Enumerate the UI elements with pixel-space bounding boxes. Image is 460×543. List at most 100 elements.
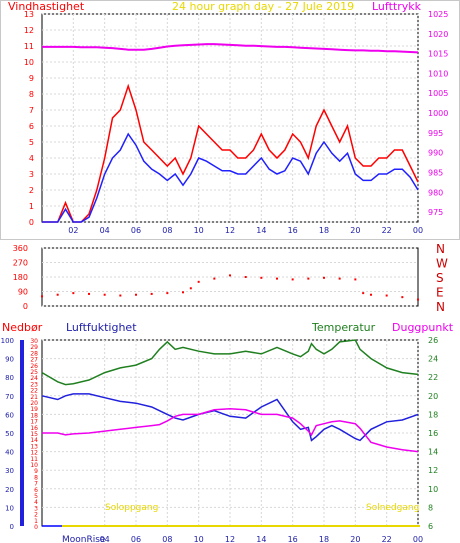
rain-tick-label: 2 — [34, 512, 38, 519]
direction-points — [41, 274, 419, 301]
wind-direction-point — [276, 277, 278, 280]
rain-tick-label: 9 — [34, 468, 38, 475]
bottom-grid — [41, 339, 419, 527]
direction-degree-label: 90 — [18, 288, 28, 297]
rain-tick-label: 8 — [34, 474, 38, 481]
direction-grid — [41, 247, 419, 307]
pressure-tick-label: 980 — [428, 188, 443, 197]
dewpoint-line — [42, 408, 419, 453]
wind-x-tick-label: 18 — [319, 226, 329, 235]
direction-letter-label: W — [436, 257, 448, 271]
direction-letter-label: N — [436, 242, 445, 256]
rain-tick-label: 23 — [30, 381, 38, 388]
wind-series — [42, 43, 419, 223]
wind-direction-point — [189, 287, 192, 290]
rain-tick-label: 16 — [30, 425, 38, 432]
wind-y-tick-label: 12 — [24, 26, 34, 35]
temperature-line — [41, 339, 419, 386]
temperature-humidity-chart: Nedbør Luftfuktighet Temperatur Duggpunk… — [1, 321, 454, 543]
direction-letter-label: S — [436, 271, 444, 285]
moonrise-label: MoonRise — [62, 535, 106, 543]
direction-degree-labels: 0 90 180 270 360 — [13, 244, 28, 311]
wind-y-tick-label: 9 — [29, 74, 34, 83]
wind-direction-point — [323, 276, 325, 279]
wind-y-tick-label: 4 — [29, 154, 34, 163]
wind-direction-point — [135, 293, 137, 296]
humidity-tick-labels: 0 10 20 30 40 50 60 70 80 90 100 — [1, 337, 14, 531]
pressure-tick-label: 995 — [428, 129, 443, 138]
rain-tick-label: 30 — [30, 338, 38, 345]
bottom-x-tick-labels: 04 06 08 10 12 14 16 18 20 22 00 — [100, 535, 424, 543]
wind-direction-point — [370, 293, 372, 296]
pressure-tick-labels: 975 980 985 990 995 1000 1005 1010 1015 1020 1025 — [428, 10, 448, 217]
humidity-tick-label: 0 — [10, 523, 14, 531]
wind-direction-point — [41, 295, 43, 298]
wind-direction-point — [362, 292, 365, 295]
bottom-x-tick-label: 08 — [162, 535, 172, 543]
rain-tick-label: 13 — [30, 443, 38, 450]
humidity-tick-label: 30 — [5, 467, 14, 475]
wind-y-tick-label: 11 — [24, 42, 34, 51]
pressure-tick-label: 1000 — [428, 109, 448, 118]
pressure-tick-label: 975 — [428, 208, 443, 217]
bottom-x-tick-label: 12 — [225, 535, 235, 543]
pressure-tick-label: 1015 — [428, 50, 448, 59]
sunrise-label: Soloppgang — [105, 503, 158, 513]
wind-x-tick-label: 02 — [68, 226, 78, 235]
rain-tick-label: 22 — [30, 388, 38, 395]
rain-axis-title: Nedbør — [2, 321, 43, 334]
bottom-x-tick-label: 04 — [100, 535, 110, 543]
wind-direction-point — [385, 294, 388, 297]
sunset-label: Solnedgang — [366, 503, 419, 513]
wind-direction-point — [72, 292, 75, 295]
wind-direction-point — [182, 291, 184, 294]
wind-direction-point — [166, 292, 169, 295]
wind-direction-point — [150, 292, 153, 295]
temperature-tick-label: 24 — [428, 355, 438, 364]
temperature-axis-title: Temperatur — [311, 321, 376, 334]
pressure-line — [42, 43, 419, 54]
direction-degree-label: 360 — [13, 244, 28, 253]
humidity-tick-label: 10 — [5, 504, 14, 512]
rain-tick-label: 21 — [30, 394, 38, 401]
wind-x-tick-label: 16 — [288, 226, 298, 235]
wind-x-tick-label: 06 — [131, 226, 141, 235]
pressure-tick-label: 1005 — [428, 89, 448, 98]
wind-direction-point — [56, 293, 59, 296]
temperature-tick-labels: 6 8 10 12 14 16 18 20 22 24 26 — [428, 336, 438, 531]
wind-x-tick-label: 20 — [350, 226, 360, 235]
pressure-tick-label: 985 — [428, 168, 443, 177]
wind-y-tick-label: 6 — [29, 122, 34, 131]
wind-direction-point — [119, 294, 122, 297]
wind-y-tick-label: 5 — [29, 138, 34, 147]
rain-tick-label: 11 — [30, 456, 38, 463]
wind-y-tick-label: 2 — [29, 186, 34, 195]
humidity-line — [41, 393, 419, 442]
wind-direction-point — [354, 278, 357, 281]
wind-direction-point — [88, 292, 90, 295]
bottom-x-tick-label: 22 — [382, 535, 392, 543]
rain-tick-label: 7 — [34, 481, 38, 488]
humidity-tick-label: 100 — [1, 337, 14, 345]
graph-title: 24 hour graph day - 27 Jule 2019 — [172, 0, 354, 13]
pressure-tick-label: 1025 — [428, 10, 448, 19]
rain-tick-label: 10 — [30, 462, 38, 469]
wind-x-tick-label: 12 — [225, 226, 235, 235]
mean_wind-line — [42, 132, 419, 223]
humidity-tick-label: 60 — [5, 411, 14, 419]
wind-pressure-chart: Vindhastighet 24 hour graph day - 27 Jul… — [0, 0, 460, 240]
bottom-x-tick-label: 10 — [194, 535, 204, 543]
humidity-axis-title: Luftfuktighet — [66, 321, 137, 334]
temperature-tick-label: 26 — [428, 336, 438, 345]
rain-tick-labels: 0123456789101112131415161718192021222324… — [30, 338, 38, 531]
rain-axis-bar — [20, 340, 24, 526]
wind-x-tick-label: 08 — [162, 226, 172, 235]
pressure-tick-label: 1010 — [428, 69, 448, 78]
wind-y-tick-label: 1 — [29, 202, 34, 211]
humidity-tick-label: 50 — [5, 430, 14, 438]
rain-tick-label: 26 — [30, 363, 38, 370]
direction-letter-label: N — [436, 300, 445, 314]
